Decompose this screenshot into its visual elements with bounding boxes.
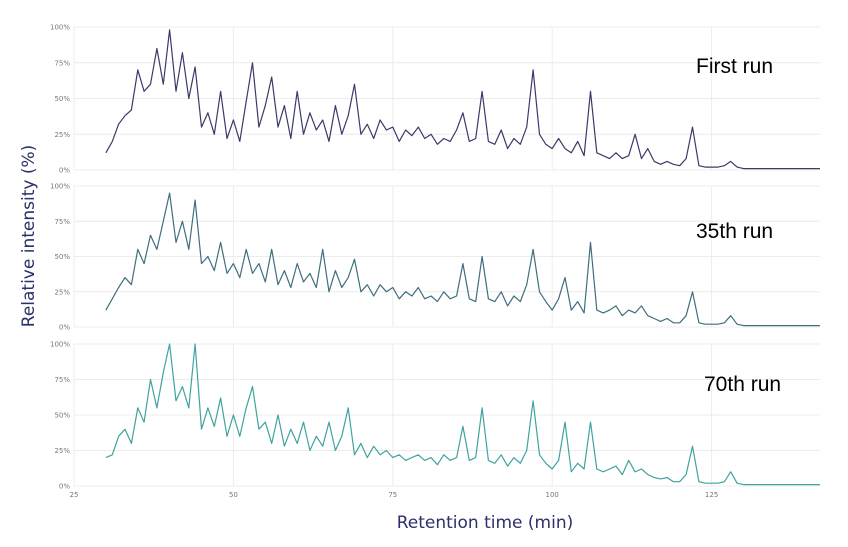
- y-tick-label: 25%: [54, 288, 70, 296]
- x-tick-label: 100: [546, 491, 559, 499]
- y-tick-label: 25%: [54, 447, 70, 455]
- y-tick-label: 0%: [59, 324, 70, 332]
- x-tick-label: 50: [229, 491, 238, 499]
- y-tick-label: 0%: [59, 167, 70, 175]
- y-tick-label: 50%: [54, 253, 70, 261]
- run-label: 35th run: [696, 220, 773, 243]
- y-tick-label: 75%: [54, 376, 70, 384]
- series-line-run-2: [105, 192, 820, 327]
- run-label: First run: [696, 55, 773, 78]
- grid-layer: [73, 26, 820, 487]
- x-tick-label: 125: [705, 491, 718, 499]
- y-tick-label: 0%: [59, 483, 70, 491]
- y-tick-label: 75%: [54, 218, 70, 226]
- y-tick-label: 100%: [50, 183, 70, 191]
- series-line-run-1: [105, 29, 820, 170]
- x-axis-label: Retention time (min): [397, 513, 574, 533]
- y-tick-label: 100%: [50, 24, 70, 32]
- x-tick-label: 25: [70, 491, 79, 499]
- run-labels: First run 35th run 70th run: [696, 55, 781, 396]
- y-tick-label: 100%: [50, 341, 70, 349]
- y-tick-label: 75%: [54, 59, 70, 67]
- y-tick-label: 50%: [54, 95, 70, 103]
- y-axis-label: Relative intensity (%): [19, 145, 39, 327]
- y-tick-labels: 0% 25% 50% 75% 100% 0% 25% 50% 75% 100% 0% 25% 50% 75…: [50, 24, 70, 491]
- x-tick-label: 75: [388, 491, 397, 499]
- y-tick-label: 25%: [54, 131, 70, 139]
- x-tick-labels: 25 50 75 100 125: [70, 491, 719, 499]
- series-layer: [105, 29, 820, 486]
- run-label: 70th run: [704, 373, 781, 396]
- series-line-run-3: [105, 343, 820, 486]
- y-tick-label: 50%: [54, 412, 70, 420]
